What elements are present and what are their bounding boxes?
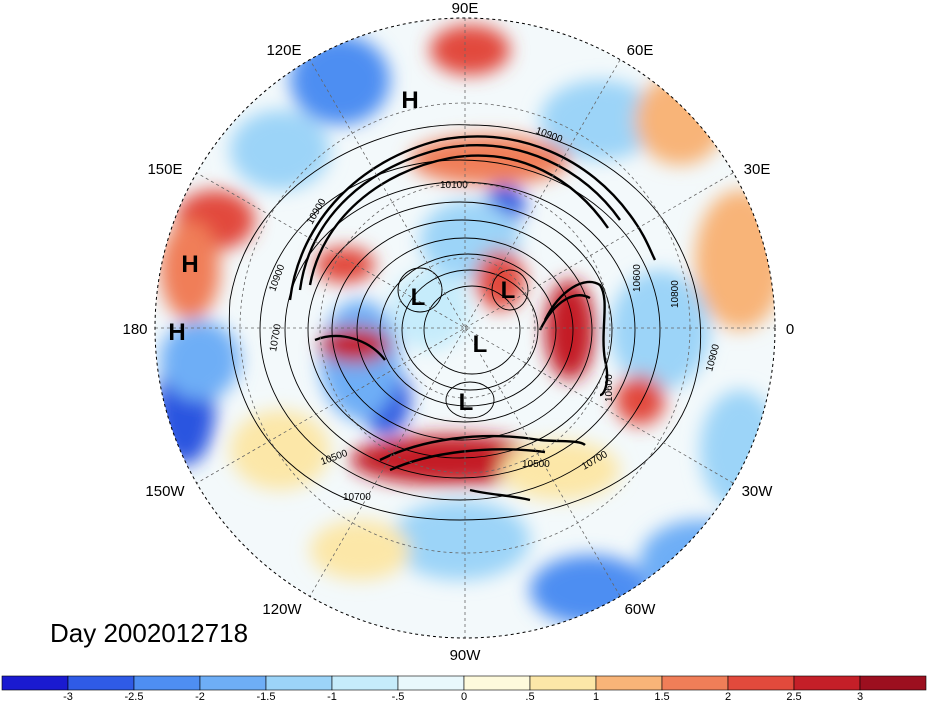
colorbar-swatch bbox=[1, 675, 69, 691]
colorbar-swatch bbox=[661, 675, 729, 691]
colorbar-tick-label: .5 bbox=[525, 691, 534, 702]
colorbar-swatch bbox=[859, 675, 927, 691]
colorbar-tick-label: -2 bbox=[195, 691, 205, 702]
colorbar-swatch bbox=[793, 675, 861, 691]
contour-label: 10600 bbox=[632, 264, 643, 292]
high-marker-siberia: H bbox=[401, 87, 418, 114]
low-marker-pole: L bbox=[473, 331, 488, 358]
graticule bbox=[155, 18, 775, 638]
anomaly-field bbox=[155, 18, 775, 638]
lon-label-90e: 90E bbox=[452, 0, 479, 17]
high-marker-pacific-south: H bbox=[168, 319, 185, 346]
lon-label-0: 0 bbox=[786, 321, 794, 338]
colorbar-swatch bbox=[67, 675, 135, 691]
pressure-system-markers: H H H L L L L bbox=[168, 87, 515, 416]
colorbar-tick-label: -1.5 bbox=[257, 691, 276, 702]
colorbar-swatch bbox=[463, 675, 531, 691]
lon-label-30e: 30E bbox=[744, 161, 771, 178]
lon-label-150w: 150W bbox=[145, 483, 185, 500]
day-label: Day 2002012718 bbox=[50, 618, 249, 648]
colorbar-ticks: -3 -2.5 -2 -1.5 -1 -.5 0 .5 1 1.5 2 2.5 3 bbox=[63, 691, 863, 702]
low-marker-arctic-east: L bbox=[501, 277, 516, 304]
lon-label-150e: 150E bbox=[147, 161, 182, 178]
colorbar-swatch bbox=[529, 675, 597, 691]
colorbar-swatch bbox=[331, 675, 399, 691]
colorbar-swatch bbox=[595, 675, 663, 691]
lon-label-180: 180 bbox=[122, 321, 147, 338]
map-boundary bbox=[154, 17, 776, 639]
contour-label: 10800 bbox=[670, 280, 681, 308]
colorbar-swatches bbox=[1, 675, 927, 691]
low-marker-arctic-west: L bbox=[411, 284, 426, 311]
lon-label-60w: 60W bbox=[625, 601, 657, 618]
contour-label: 10700 bbox=[268, 323, 284, 353]
colorbar-tick-label: -3 bbox=[63, 691, 73, 702]
colorbar-tick-label: 1.5 bbox=[654, 691, 669, 702]
colorbar-tick-label: 0 bbox=[461, 691, 467, 702]
jet-contours bbox=[288, 135, 657, 502]
lon-label-120e: 120E bbox=[266, 42, 301, 59]
colorbar-tick-label: -.5 bbox=[392, 691, 405, 702]
colorbar-swatch bbox=[133, 675, 201, 691]
colorbar-swatch bbox=[727, 675, 795, 691]
polar-map: 90E 60E 30E 0 30W 60W 90W 120W 150W 180 … bbox=[122, 0, 794, 664]
colorbar-tick-label: 2.5 bbox=[786, 691, 801, 702]
high-marker-pacific-north: H bbox=[181, 251, 198, 278]
contour-label: 10500 bbox=[522, 459, 550, 470]
height-contours bbox=[228, 124, 702, 521]
colorbar-tick-label: 2 bbox=[725, 691, 731, 702]
lon-label-120w: 120W bbox=[262, 601, 302, 618]
longitude-labels: 90E 60E 30E 0 30W 60W 90W 120W 150W 180 … bbox=[122, 0, 794, 664]
contour-label: 10100 bbox=[440, 180, 468, 191]
contour-label: 10700 bbox=[343, 492, 371, 503]
lon-label-30w: 30W bbox=[742, 483, 774, 500]
colorbar-tick-label: -1 bbox=[327, 691, 337, 702]
colorbar-tick-label: 3 bbox=[857, 691, 863, 702]
lon-label-60e: 60E bbox=[627, 42, 654, 59]
low-marker-canada: L bbox=[459, 389, 474, 416]
contour-label: 10600 bbox=[604, 374, 615, 402]
colorbar-tick-label: 1 bbox=[593, 691, 599, 702]
colorbar-swatch bbox=[397, 675, 465, 691]
colorbar-swatch bbox=[199, 675, 267, 691]
lon-label-90w: 90W bbox=[450, 647, 482, 664]
colorbar: -3 -2.5 -2 -1.5 -1 -.5 0 .5 1 1.5 2 2.5 3 bbox=[1, 675, 927, 702]
colorbar-tick-label: -2.5 bbox=[125, 691, 144, 702]
colorbar-swatch bbox=[265, 675, 333, 691]
